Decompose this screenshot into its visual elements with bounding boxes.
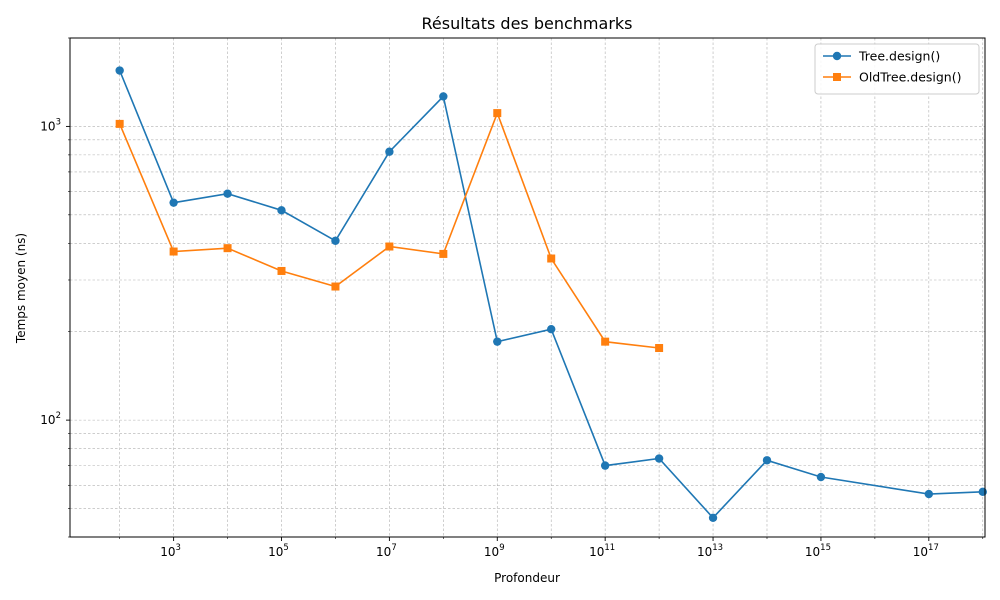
x-axis-label: Profondeur <box>494 571 560 585</box>
data-point <box>223 244 232 253</box>
data-point <box>655 344 664 353</box>
x-tick-base: 10 <box>589 545 604 559</box>
y-tick-base: 10 <box>40 119 55 133</box>
data-point <box>223 189 232 198</box>
data-point <box>978 487 987 497</box>
x-tick-label: 1017 <box>913 543 939 559</box>
x-tick-exponent: 9 <box>499 543 504 553</box>
legend-label: Tree.design() <box>858 49 940 64</box>
legend-item: Tree.design() <box>823 49 940 64</box>
data-point <box>115 66 124 75</box>
y-tick-label: 103 <box>40 117 61 133</box>
legend-label: OldTree.design() <box>859 70 961 85</box>
data-point <box>439 249 448 258</box>
data-point <box>331 282 340 291</box>
legend-marker <box>833 73 841 81</box>
x-tick-exponent: 7 <box>391 543 396 553</box>
x-tick-label: 109 <box>484 543 505 559</box>
data-point <box>547 324 556 334</box>
x-tick-exponent: 17 <box>928 543 939 553</box>
data-point <box>924 489 934 499</box>
data-point <box>547 254 556 263</box>
data-point <box>385 242 394 251</box>
x-tick-base: 10 <box>697 545 712 559</box>
x-tick-label: 1013 <box>697 543 723 559</box>
chart-legend: Tree.design() OldTree.design() <box>814 43 980 95</box>
data-point <box>493 337 502 346</box>
legend-item: OldTree.design() <box>823 70 961 85</box>
y-tick-base: 10 <box>40 413 55 427</box>
data-point <box>601 337 610 346</box>
x-tick-base: 10 <box>160 545 175 559</box>
chart-title: Résultats des benchmarks <box>421 14 632 33</box>
data-point <box>708 513 718 522</box>
series-oldtree-design <box>115 109 664 353</box>
legend-marker <box>832 51 842 61</box>
x-tick-exponent: 11 <box>604 543 615 553</box>
data-point <box>439 92 448 101</box>
x-tick-label: 1011 <box>589 543 615 559</box>
x-tick-base: 10 <box>805 545 820 559</box>
grid-lines <box>70 37 985 538</box>
legend-box <box>814 43 980 95</box>
data-point <box>654 454 664 463</box>
y-axis-label: Temps moyen (ns) <box>14 233 28 344</box>
x-tick-label: 103 <box>160 543 181 559</box>
data-point <box>115 119 124 128</box>
x-tick-exponent: 5 <box>283 543 288 553</box>
plot-frame <box>69 37 986 538</box>
plot-series <box>115 66 987 522</box>
x-tick-exponent: 3 <box>176 543 181 553</box>
x-tick-base: 10 <box>376 545 391 559</box>
y-tick-exponent: 3 <box>56 117 61 127</box>
data-point <box>600 461 610 470</box>
y-tick-exponent: 2 <box>56 411 61 421</box>
data-point <box>277 266 286 275</box>
x-tick-base: 10 <box>484 545 499 559</box>
data-point <box>493 109 502 118</box>
x-tick-exponent: 13 <box>712 543 723 553</box>
x-tick-exponent: 15 <box>820 543 831 553</box>
data-point <box>277 206 286 215</box>
data-point <box>385 147 394 156</box>
series-line <box>118 70 983 519</box>
data-point <box>169 247 178 256</box>
x-tick-label: 107 <box>376 543 397 559</box>
data-point <box>762 456 772 465</box>
data-point <box>331 236 340 245</box>
x-tick-base: 10 <box>913 545 928 559</box>
data-point <box>816 472 826 482</box>
series-tree-design <box>115 66 987 522</box>
x-tick-label: 105 <box>268 543 289 559</box>
data-point <box>169 198 178 207</box>
x-tick-base: 10 <box>268 545 283 559</box>
x-tick-label: 1015 <box>805 543 831 559</box>
y-tick-label: 102 <box>40 411 61 427</box>
